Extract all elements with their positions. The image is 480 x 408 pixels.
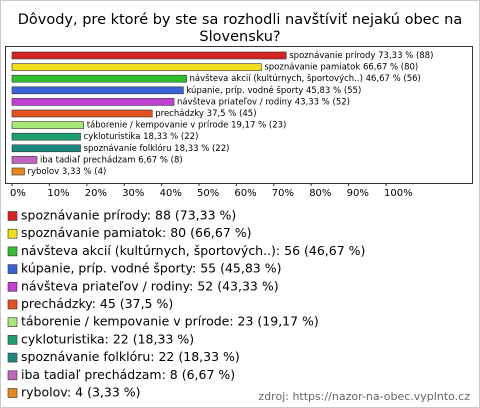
x-tick-label: 20% [85, 188, 107, 199]
legend-label: návšteva akcií (kultúrnych, športových..… [21, 243, 365, 258]
x-tick-label: 0% [10, 188, 26, 199]
x-tick-label: 70% [272, 188, 294, 199]
x-tick-label: 30% [122, 188, 144, 199]
bar-label: iba tadiaľ prechádzam 6,67 % (8) [40, 155, 183, 165]
legend-swatch [7, 281, 18, 292]
legend-label: kúpanie, príp. vodné športy: 55 (45,83 %… [21, 261, 281, 276]
bar-label: návšteva akcií (kultúrnych, športových..… [190, 73, 421, 84]
bar [11, 51, 287, 60]
legend-label: spoznávanie folklóru: 22 (18,33 %) [21, 349, 240, 364]
legend-swatch [7, 264, 18, 274]
legend-swatch [7, 335, 18, 345]
bar [11, 144, 81, 153]
chart-title: Slovensku? [199, 29, 280, 45]
legend-label: prechádzky: 45 (37,5 %) [21, 296, 173, 311]
bar-label: táborenie / kempovanie v prírode 19,17 %… [87, 121, 287, 131]
legend-swatch [7, 299, 18, 310]
legend-swatch [7, 211, 18, 221]
bar-label: cykloturistika 18,33 % (22) [84, 132, 199, 142]
legend-swatch [7, 352, 18, 363]
bar-label: spoznávanie prírody 73,33 % (88) [289, 51, 433, 61]
source: zdroj: https://nazor-na-obec.vyplnto.cz [258, 390, 470, 403]
bar [11, 156, 38, 164]
bar [11, 132, 81, 141]
x-tick-label: 60% [234, 188, 256, 199]
bar [11, 86, 184, 95]
bar [11, 98, 175, 106]
x-tick-label: 40% [160, 188, 182, 199]
legend-swatch [7, 388, 18, 398]
x-tick-label: 50% [197, 188, 219, 199]
bar-label: spoznávanie folklóru 18,33 % (22) [84, 143, 230, 154]
legend-label: spoznávanie prírody: 88 (73,33 %) [21, 208, 236, 223]
legend-label: cykloturistika: 22 (18,33 %) [21, 331, 194, 346]
bar-label: prechádzky 37,5 % (45) [155, 109, 256, 119]
legend-label: rybolov: 4 (3,33 %) [21, 385, 141, 400]
x-tick-label: 100% [384, 188, 413, 199]
chart-title: Dôvody, pre ktoré by ste sa rozhodli nav… [18, 12, 463, 28]
bar [11, 167, 25, 176]
legend-swatch [7, 228, 18, 239]
legend-label: iba tadiaľ prechádzam: 8 (6,67 %) [21, 367, 235, 382]
legend-swatch [7, 317, 18, 328]
legend-swatch [7, 246, 18, 257]
legend-label: návšteva priateľov / rodiny: 52 (43,33 %… [21, 278, 279, 293]
bar [11, 74, 187, 83]
bar-label: spoznávanie pamiatok 66,67 % (80) [264, 63, 418, 73]
bar-label: návšteva priateľov / rodiny 43,33 % (52) [177, 96, 350, 107]
bar [11, 121, 84, 129]
x-tick-label: 80% [309, 188, 331, 199]
bar-label: rybolov 3,33 % (4) [27, 167, 106, 177]
x-tick-label: 10% [47, 188, 69, 199]
legend-label: spoznávanie pamiatok: 80 (66,67 %) [21, 225, 252, 240]
legend-label: táborenie / kempovanie v prírode: 23 (19… [21, 314, 319, 329]
bar [11, 63, 262, 71]
legend-swatch [7, 370, 18, 381]
bar [11, 109, 153, 118]
bar-label: kúpanie, príp. vodné športy 45,83 % (55) [186, 85, 361, 96]
x-tick-label: 90% [347, 188, 369, 199]
